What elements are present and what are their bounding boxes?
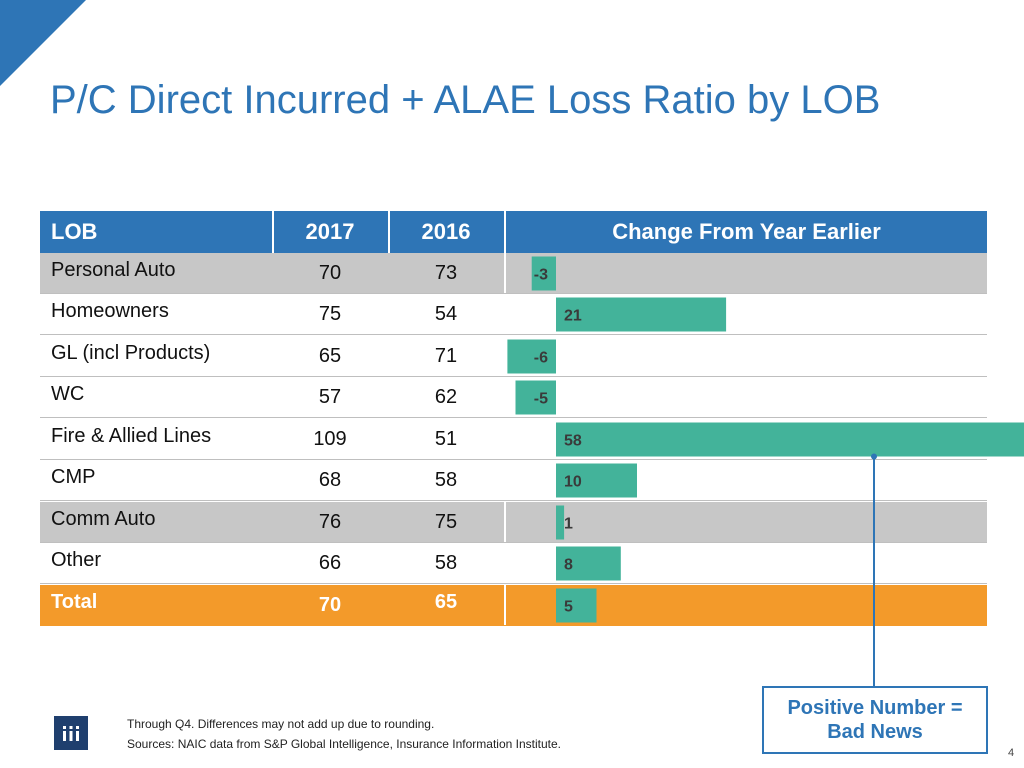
row-2017: 75 — [318, 303, 342, 325]
header-separator — [272, 211, 274, 253]
row-2017: 109 — [313, 428, 347, 450]
table-row: Fire & Allied Lines 109 51 — [40, 419, 987, 460]
footer-sources: Sources: NAIC data from S&P Global Intel… — [127, 737, 561, 751]
table-row: CMP 68 58 — [40, 460, 987, 501]
table-row: Homeowners 75 54 — [40, 294, 987, 335]
row-2016: 54 — [434, 303, 458, 325]
table-row: WC 57 62 — [40, 377, 987, 418]
row-2017: 70 — [318, 262, 342, 284]
row-2016: 75 — [434, 511, 458, 533]
table-row: Other 66 58 — [40, 543, 987, 584]
table-row: Comm Auto 76 75 — [40, 502, 987, 543]
row-2017: 57 — [318, 386, 342, 408]
header-2016: 2016 — [421, 219, 471, 244]
row-2016: 71 — [434, 345, 458, 367]
header-2017: 2017 — [305, 219, 355, 244]
table-row: GL (incl Products) 65 71 — [40, 336, 987, 377]
row-lob: GL (incl Products) — [51, 342, 211, 364]
callout-box: Positive Number = Bad News — [762, 686, 988, 754]
table-row-total: Total 70 65 — [40, 585, 987, 626]
row-2016: 58 — [434, 552, 458, 574]
callout-line-1: Positive Number = — [787, 697, 963, 719]
row-2016: 51 — [434, 428, 458, 450]
row-2017: 65 — [318, 345, 342, 367]
row-2016: 58 — [434, 469, 458, 491]
row-2017: 66 — [318, 552, 342, 574]
row-2017: 70 — [318, 594, 342, 616]
row-lob: Other — [51, 549, 102, 571]
table-header: LOB 2017 2016 Change From Year Earlier — [40, 211, 987, 253]
row-2016: 65 — [434, 591, 458, 613]
page-number: 4 — [1008, 747, 1015, 759]
page-title: P/C Direct Incurred + ALAE Loss Ratio by… — [50, 78, 881, 122]
row-lob: WC — [51, 383, 85, 405]
row-lob: CMP — [51, 466, 96, 488]
row-2017: 76 — [318, 511, 342, 533]
row-2016: 73 — [434, 262, 458, 284]
row-2016: 62 — [434, 386, 458, 408]
row-lob: Fire & Allied Lines — [51, 425, 212, 447]
row-lob: Total — [51, 591, 98, 613]
header-separator — [504, 211, 506, 253]
row-2017: 68 — [318, 469, 342, 491]
row-lob: Comm Auto — [51, 508, 156, 530]
header-separator — [388, 211, 390, 253]
table-row: Personal Auto 70 73 — [40, 253, 987, 294]
footer-note: Through Q4. Differences may not add up d… — [127, 717, 435, 731]
header-change: Change From Year Earlier — [612, 219, 881, 244]
header-lob: LOB — [51, 219, 98, 244]
row-lob: Homeowners — [51, 300, 169, 322]
company-logo — [54, 716, 88, 750]
callout-line-2: Bad News — [827, 721, 923, 743]
row-lob: Personal Auto — [51, 259, 176, 281]
logo-icon — [63, 726, 79, 741]
corner-decoration — [0, 0, 86, 86]
